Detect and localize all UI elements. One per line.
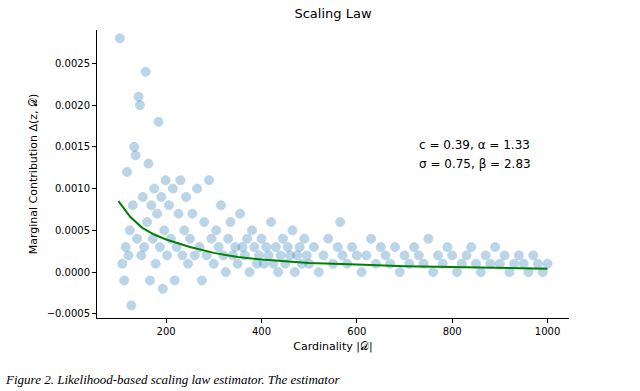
svg-text:0.0000: 0.0000 [55, 267, 90, 278]
svg-text:800: 800 [443, 326, 462, 337]
svg-text:Scaling Law: Scaling Law [294, 6, 371, 21]
svg-text:Cardinality |𝒟|: Cardinality |𝒟| [293, 340, 372, 353]
svg-text:0.0015: 0.0015 [55, 141, 90, 152]
svg-text:0.0010: 0.0010 [55, 183, 90, 194]
svg-text:σ = 0.75, β = 2.83: σ = 0.75, β = 2.83 [419, 157, 531, 171]
svg-text:c = 0.39, α = 1.33: c = 0.39, α = 1.33 [419, 138, 530, 152]
svg-text:400: 400 [252, 326, 271, 337]
svg-text:−0.0005: −0.0005 [47, 308, 90, 319]
svg-text:Figure 2. Likelihood-based sca: Figure 2. Likelihood-based scaling law e… [5, 372, 340, 387]
svg-text:0.0020: 0.0020 [55, 100, 90, 111]
svg-text:0.0005: 0.0005 [55, 225, 90, 236]
svg-text:Marginal Contribution Δ(z, 𝒟): Marginal Contribution Δ(z, 𝒟) [27, 94, 40, 255]
svg-text:200: 200 [157, 326, 176, 337]
svg-text:0.0025: 0.0025 [55, 58, 90, 69]
svg-text:1000: 1000 [535, 326, 560, 337]
svg-text:600: 600 [347, 326, 366, 337]
